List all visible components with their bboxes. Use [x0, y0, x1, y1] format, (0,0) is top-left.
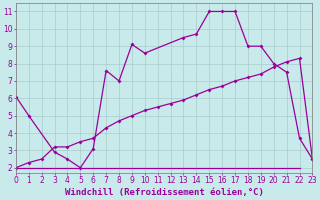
X-axis label: Windchill (Refroidissement éolien,°C): Windchill (Refroidissement éolien,°C)	[65, 188, 264, 197]
